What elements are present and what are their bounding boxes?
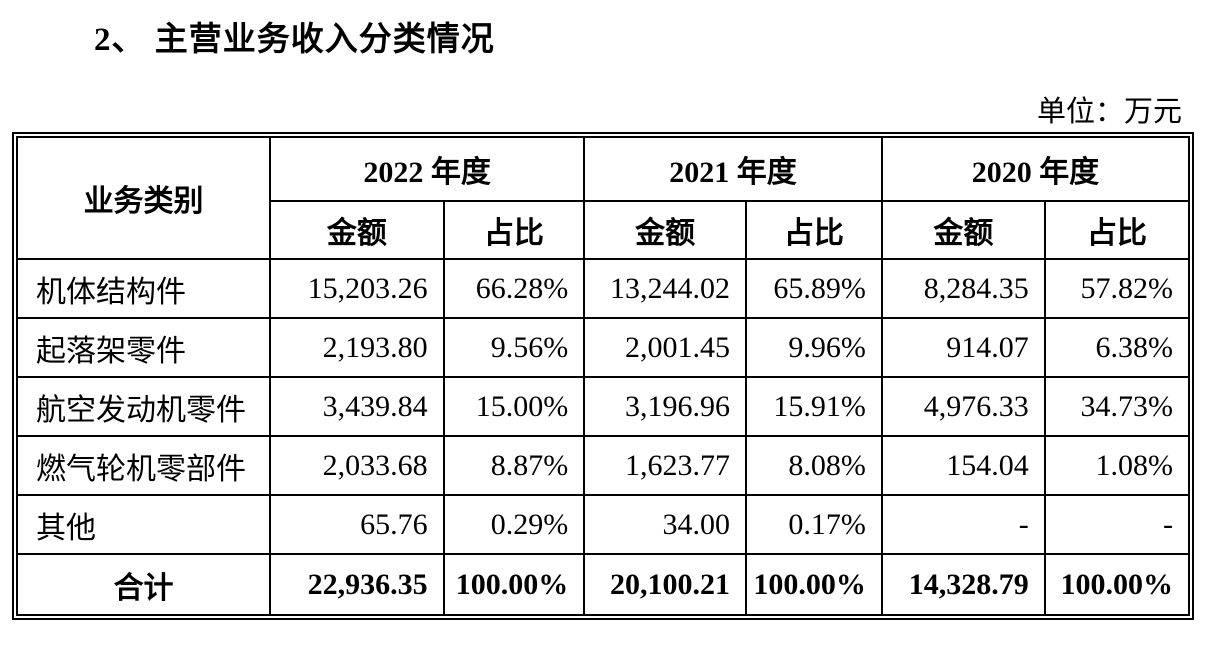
cell-amount-2022: 2,193.80 <box>269 317 445 378</box>
table-row-other: 其他 65.76 0.29% 34.00 0.17% - - <box>15 494 1191 555</box>
cell-ratio-2022: 15.00% <box>442 376 586 437</box>
cell-ratio-2022-total: 100.00% <box>442 553 586 616</box>
cell-ratio-2020: 57.82% <box>1043 258 1191 319</box>
cell-category: 机体结构件 <box>15 258 272 319</box>
cell-amount-2022: 15,203.26 <box>269 258 445 319</box>
cell-ratio-2022: 66.28% <box>442 258 586 319</box>
col-header-ratio-2020: 占比 <box>1043 200 1191 260</box>
cell-amount-2021: 3,196.96 <box>583 376 747 437</box>
cell-amount-2022: 3,439.84 <box>269 376 445 437</box>
col-header-year-2022: 2022 年度 <box>269 136 586 202</box>
cell-amount-2020-total: 14,328.79 <box>880 553 1046 616</box>
col-header-year-2021: 2021 年度 <box>583 136 883 202</box>
cell-ratio-2020: - <box>1043 494 1191 555</box>
cell-ratio-2022: 9.56% <box>442 317 586 378</box>
col-header-year-2020: 2020 年度 <box>880 136 1191 202</box>
header-row-years: 业务类别 2022 年度 2021 年度 2020 年度 <box>15 136 1191 260</box>
cell-ratio-2021: 9.96% <box>744 317 883 378</box>
col-header-category: 业务类别 <box>15 136 272 260</box>
cell-category: 航空发动机零件 <box>15 376 272 437</box>
cell-amount-2021-total: 20,100.21 <box>583 553 747 616</box>
cell-ratio-2020: 34.73% <box>1043 376 1191 437</box>
cell-amount-2020: 914.07 <box>880 317 1046 378</box>
table-row-airframe-parts: 机体结构件 15,203.26 66.28% 13,244.02 65.89% … <box>15 258 1191 319</box>
cell-ratio-2020: 6.38% <box>1043 317 1191 378</box>
cell-category: 其他 <box>15 494 272 555</box>
cell-ratio-2021: 65.89% <box>744 258 883 319</box>
col-header-ratio-2021: 占比 <box>744 200 883 260</box>
col-header-amount-2020: 金额 <box>880 200 1046 260</box>
table-row-gas-turbine-parts: 燃气轮机零部件 2,033.68 8.87% 1,623.77 8.08% 15… <box>15 435 1191 496</box>
cell-amount-2020: - <box>880 494 1046 555</box>
col-header-amount-2021: 金额 <box>583 200 747 260</box>
cell-ratio-2021: 0.17% <box>744 494 883 555</box>
header-row-measures: 金额 占比 金额 占比 金额 占比 <box>17 200 1191 260</box>
cell-amount-2021: 2,001.45 <box>583 317 747 378</box>
cell-category: 起落架零件 <box>15 317 272 378</box>
cell-amount-2021: 34.00 <box>583 494 747 555</box>
cell-amount-2020: 154.04 <box>880 435 1046 496</box>
cell-amount-2020: 8,284.35 <box>880 258 1046 319</box>
table-row-landing-gear-parts: 起落架零件 2,193.80 9.56% 2,001.45 9.96% 914.… <box>15 317 1191 378</box>
cell-ratio-2021-total: 100.00% <box>744 553 883 616</box>
cell-amount-2022: 65.76 <box>269 494 445 555</box>
col-header-amount-2022: 金额 <box>269 200 445 260</box>
cell-amount-2022-total: 22,936.35 <box>269 553 445 616</box>
section-title: 2、 主营业务收入分类情况 <box>94 22 495 58</box>
cell-category: 燃气轮机零部件 <box>15 435 272 496</box>
cell-ratio-2021: 15.91% <box>744 376 883 437</box>
cell-amount-2021: 1,623.77 <box>583 435 747 496</box>
cell-ratio-2020-total: 100.00% <box>1043 553 1191 616</box>
col-header-ratio-2022: 占比 <box>442 200 586 260</box>
cell-amount-2022: 2,033.68 <box>269 435 445 496</box>
cell-ratio-2022: 0.29% <box>442 494 586 555</box>
revenue-classification-table: 业务类别 2022 年度 2021 年度 2020 年度 金额 占比 金额 占比… <box>12 132 1194 620</box>
cell-ratio-2021: 8.08% <box>744 435 883 496</box>
cell-amount-2021: 13,244.02 <box>583 258 747 319</box>
cell-ratio-2022: 8.87% <box>442 435 586 496</box>
table-row-total: 合计 22,936.35 100.00% 20,100.21 100.00% 1… <box>15 553 1191 616</box>
cell-category-total: 合计 <box>15 553 272 616</box>
unit-label: 单位：万元 <box>1036 96 1182 128</box>
cell-ratio-2020: 1.08% <box>1043 435 1191 496</box>
table-row-aero-engine-parts: 航空发动机零件 3,439.84 15.00% 3,196.96 15.91% … <box>15 376 1191 437</box>
cell-amount-2020: 4,976.33 <box>880 376 1046 437</box>
